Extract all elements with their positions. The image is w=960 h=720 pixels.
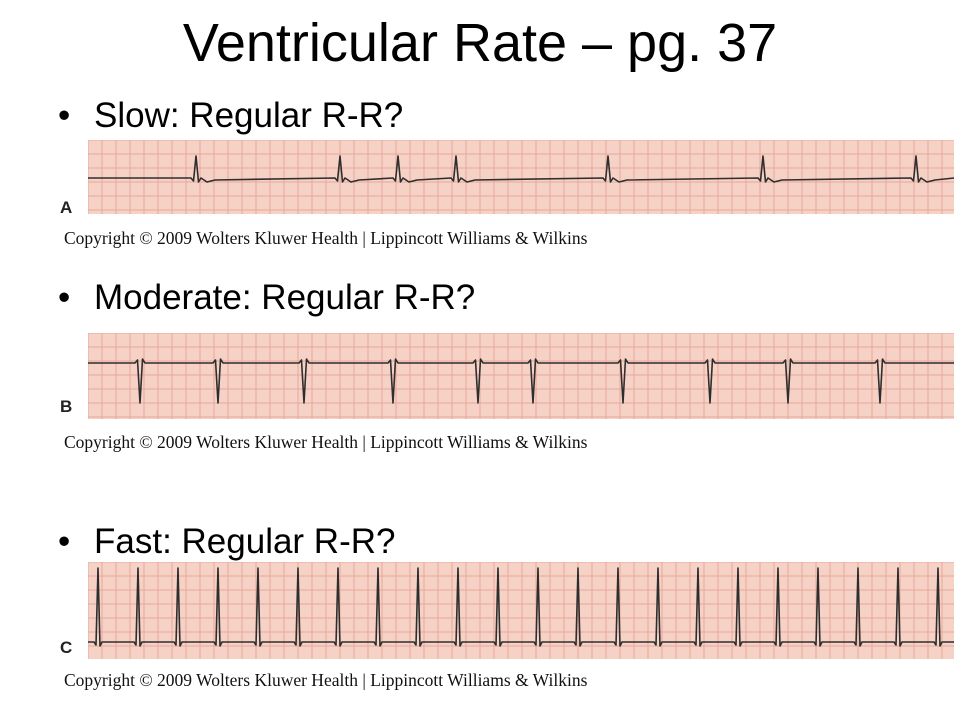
ecg-trace — [88, 155, 954, 183]
copyright-a: Copyright © 2009 Wolters Kluwer Health |… — [64, 228, 588, 248]
bullet-glyph: • — [58, 278, 71, 317]
ecg-strip-c-svg — [88, 562, 954, 659]
ecg-grid-background — [88, 333, 954, 419]
ecg-trace — [88, 358, 954, 404]
bullet-slow-label: Slow: Regular R-R? — [94, 96, 404, 135]
ecg-strip-a-svg — [88, 140, 954, 214]
ecg-trace — [88, 567, 954, 647]
bullet-slow: • Slow: Regular R-R? — [58, 96, 403, 136]
copyright-b: Copyright © 2009 Wolters Kluwer Health |… — [64, 432, 588, 452]
ecg-strip-b-svg — [88, 333, 954, 419]
ecg-strip-c — [88, 562, 954, 659]
strip-letter-c: C — [60, 638, 73, 657]
ecg-grid-background — [88, 562, 954, 659]
bullet-glyph: • — [58, 96, 71, 135]
ecg-grid-background — [88, 140, 954, 214]
slide-title: Ventricular Rate – pg. 37 — [182, 13, 778, 73]
bullet-glyph: • — [58, 522, 71, 561]
strip-letter-b: B — [60, 397, 73, 416]
ecg-strip-b — [88, 333, 954, 419]
bullet-moderate: • Moderate: Regular R-R? — [58, 278, 475, 318]
strip-letter-a: A — [60, 198, 73, 217]
copyright-c: Copyright © 2009 Wolters Kluwer Health |… — [64, 670, 588, 690]
bullet-fast-label: Fast: Regular R-R? — [94, 522, 396, 561]
bullet-moderate-label: Moderate: Regular R-R? — [94, 278, 476, 317]
ecg-strip-a — [88, 140, 954, 214]
bullet-fast: • Fast: Regular R-R? — [58, 522, 395, 562]
